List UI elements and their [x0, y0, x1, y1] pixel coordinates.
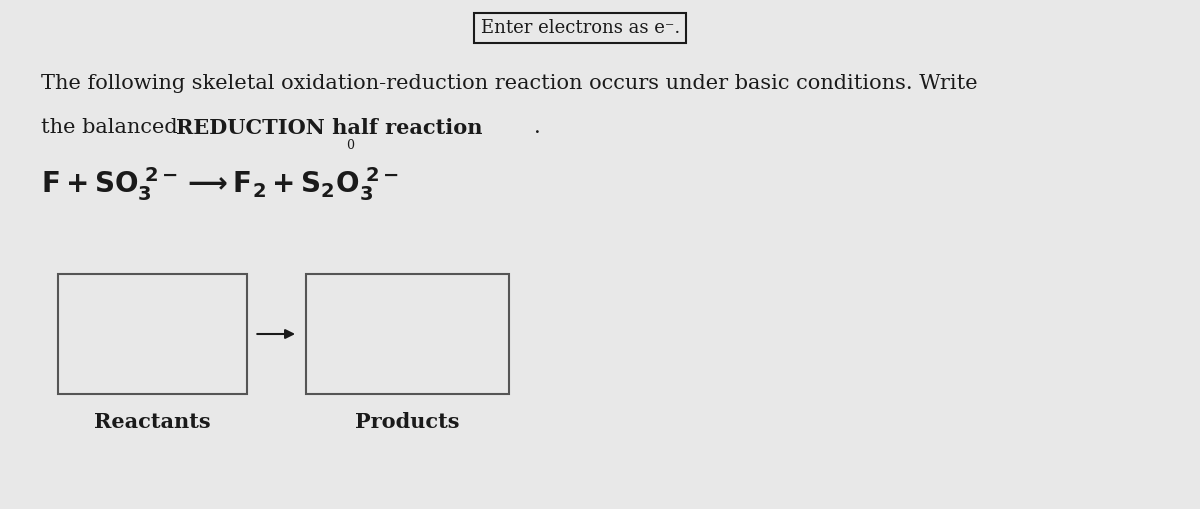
Text: 0: 0 — [346, 139, 354, 152]
Text: Enter electrons as e⁻.: Enter electrons as e⁻. — [481, 19, 680, 37]
Text: the balanced: the balanced — [41, 118, 184, 137]
Bar — [58, 274, 247, 394]
Text: Products: Products — [355, 412, 460, 432]
Text: $\mathbf{F + SO_3^{\ 2-} \longrightarrow F_2 + S_2O_3^{\ 2-}}$: $\mathbf{F + SO_3^{\ 2-} \longrightarrow… — [41, 165, 398, 203]
Text: REDUCTION half reaction: REDUCTION half reaction — [176, 118, 482, 138]
Text: The following skeletal oxidation-reduction reaction occurs under basic condition: The following skeletal oxidation-reducti… — [41, 74, 977, 93]
Text: Reactants: Reactants — [94, 412, 211, 432]
Text: .: . — [534, 118, 541, 137]
Bar — [306, 274, 509, 394]
